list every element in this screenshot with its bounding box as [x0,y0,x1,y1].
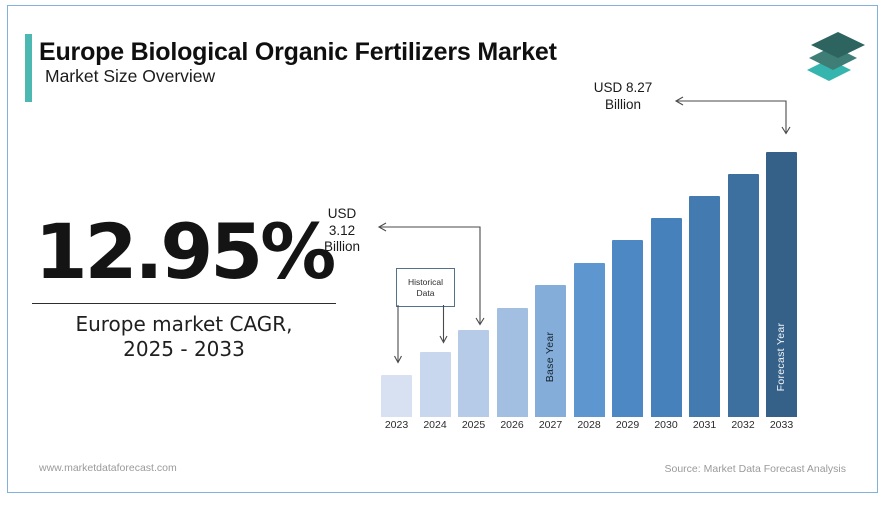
cagr-caption-line2: 2025 - 2033 [123,337,245,361]
arrow-usd-8-27 [676,100,787,133]
callout-usd-8-27-billion: USD 8.27 Billion [571,80,675,113]
footer-source: Source: Market Data Forecast Analysis [664,463,847,475]
infographic-card: Europe Biological Organic Fertilizers Ma… [7,5,878,493]
callout-start-line3: Billion [323,239,361,254]
arrowhead-historical-2024 [439,335,448,344]
cagr-caption: Europe market CAGR, 2025 - 2033 [32,312,336,362]
arrowhead-historical-2023 [394,355,402,364]
historical-box-line1: Historical [408,277,443,287]
cagr-value: 12.95% [34,207,337,296]
arrowhead-left-8-27 [674,96,684,106]
callout-end-line1: USD 8.27 [593,80,653,95]
stat-divider [32,303,336,304]
arrow-usd-3-12 [379,226,481,324]
layers-logo-icon [807,32,865,81]
callout-usd-3-12-billion: USD 3.12 Billion [311,206,373,256]
title-accent-bar [25,34,32,102]
arrowhead-down-3-12 [475,317,485,326]
cagr-caption-line1: Europe market CAGR, [75,312,293,336]
callout-start-line2: 3.12 [328,222,356,238]
arrowhead-down-8-27 [781,126,791,135]
callout-end-line2: Billion [604,96,642,112]
arrowhead-left-3-12 [377,222,387,232]
page-subtitle: Market Size Overview [45,66,216,86]
historical-box-line2: Data [416,287,435,298]
callout-start-line1: USD [327,206,357,221]
logo-layer-top [811,32,865,58]
historical-data-box: Historical Data [396,268,455,307]
footer-website: www.marketdataforecast.com [39,462,177,474]
annotation-arrows [377,96,791,364]
page-title: Europe Biological Organic Fertilizers Ma… [39,38,557,66]
